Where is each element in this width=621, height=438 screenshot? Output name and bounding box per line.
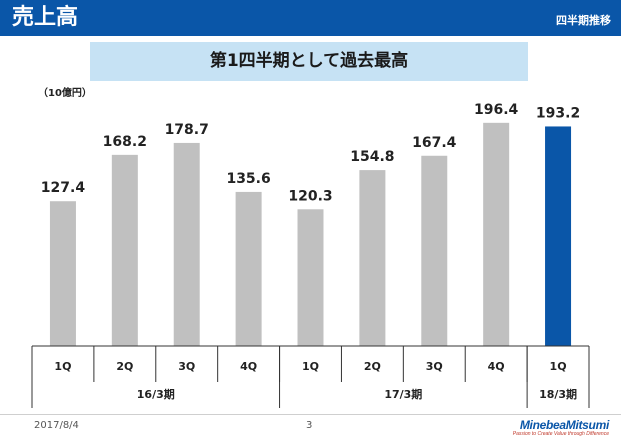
category-label: 3Q (426, 360, 443, 373)
headline-banner: 第1四半期として過去最高 (90, 42, 528, 81)
unit-label: （10億円） (38, 88, 92, 99)
value-label: 167.4 (412, 135, 457, 151)
value-label: 178.7 (165, 122, 209, 138)
company-logo: MinebeaMitsumi Passion to Create Value t… (509, 418, 610, 437)
bar (421, 155, 448, 346)
group-label: 17/3期 (384, 387, 422, 401)
category-label: 2Q (116, 360, 133, 373)
bar (297, 209, 324, 346)
bar (173, 142, 200, 346)
category-label: 1Q (302, 360, 319, 373)
value-label: 193.2 (536, 105, 580, 121)
footer-divider (0, 414, 621, 415)
category-label: 1Q (550, 360, 567, 373)
bar (483, 122, 510, 347)
headline-text: 第1四半期として過去最高 (209, 51, 409, 71)
group-label: 16/3期 (137, 387, 175, 401)
group-label: 18/3期 (539, 387, 577, 401)
value-label: 127.4 (41, 180, 86, 196)
bar-chart: 127.4 168.2 178.7 135.6 120.3 154.8 167.4 196.4… (31, 102, 590, 408)
bar (235, 191, 262, 346)
category-label: 2Q (364, 360, 381, 373)
category-label: 4Q (240, 360, 257, 373)
page-number: 3 (306, 420, 313, 431)
value-label: 120.3 (288, 188, 332, 204)
header-bar: 売上高 四半期推移 (0, 0, 621, 36)
category-label: 3Q (178, 360, 195, 373)
logo-tagline: Passion to Create Value through Differen… (512, 431, 609, 437)
page-title: 売上高 (12, 5, 79, 30)
value-label: 196.4 (474, 102, 519, 118)
section-badge: 四半期推移 (556, 14, 611, 27)
value-label: 168.2 (103, 134, 147, 150)
logo-name: MinebeaMitsumi (519, 418, 609, 432)
bar (49, 201, 76, 346)
value-label: 154.8 (350, 149, 394, 165)
category-label: 4Q (488, 360, 505, 373)
footer-date: 2017/8/4 (34, 420, 79, 431)
bar (111, 154, 138, 346)
category-label: 1Q (54, 360, 71, 373)
value-label: 135.6 (226, 171, 270, 187)
bar (359, 170, 386, 346)
bar (545, 126, 572, 346)
